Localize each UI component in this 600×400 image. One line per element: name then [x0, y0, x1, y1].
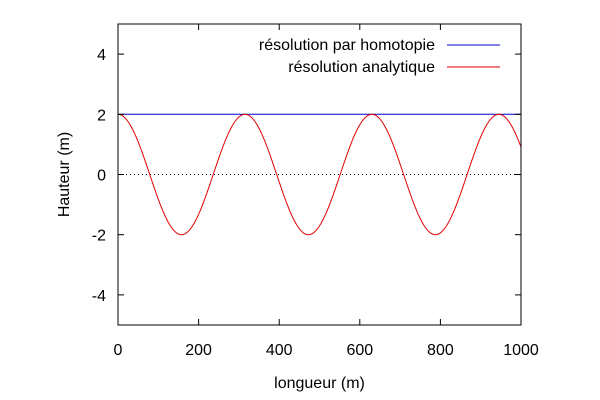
series-layer	[117, 113, 522, 236]
y-tick-label: 0	[97, 168, 106, 185]
y-tick-label: 2	[97, 107, 106, 124]
series-line-1	[117, 113, 522, 236]
x-tick-label: 200	[185, 342, 212, 359]
x-tick-label: 400	[266, 342, 293, 359]
legend-label-homotopie: résolution par homotopie	[259, 37, 435, 54]
y-axis-label: Hauteur (m)	[56, 132, 73, 217]
y-tick-label: -4	[92, 288, 106, 305]
x-tick-label: 800	[427, 342, 454, 359]
x-tick-label: 1000	[503, 342, 539, 359]
x-tick-label: 600	[346, 342, 373, 359]
y-tick-label: -2	[92, 228, 106, 245]
legend: résolution par homotopie résolution anal…	[259, 37, 500, 76]
ticks-layer: 0 200 400 600 800 1000 -4 -2 0 2 4	[92, 24, 539, 359]
x-tick-label: 0	[114, 342, 123, 359]
x-axis-label: longueur (m)	[274, 375, 365, 392]
y-tick-label: 4	[97, 47, 106, 64]
legend-label-analytique: résolution analytique	[288, 59, 435, 76]
